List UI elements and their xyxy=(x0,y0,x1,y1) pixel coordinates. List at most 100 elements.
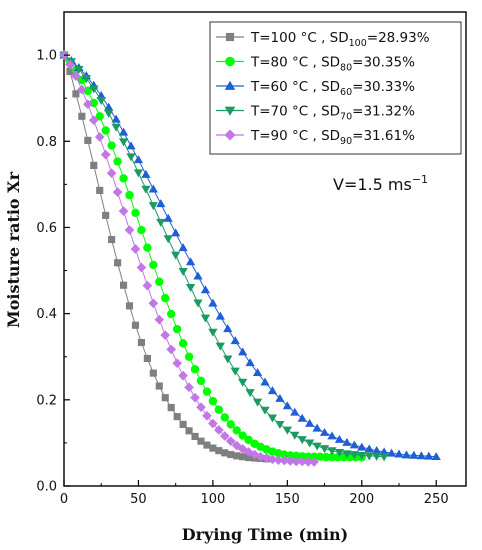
data-point xyxy=(113,157,122,166)
x-tick-label: 200 xyxy=(349,492,374,507)
data-point xyxy=(230,336,240,345)
data-point xyxy=(94,132,105,142)
data-point xyxy=(202,410,212,421)
data-point xyxy=(215,342,225,351)
data-point xyxy=(219,431,230,441)
data-point xyxy=(166,344,177,355)
series-triangle-down xyxy=(59,51,389,462)
data-point xyxy=(214,425,224,435)
data-point xyxy=(119,281,128,289)
data-point xyxy=(185,283,196,292)
data-point xyxy=(312,423,322,432)
data-point xyxy=(193,271,203,280)
data-point xyxy=(108,235,116,244)
legend-label: T=80 °C , SD80=30.35% xyxy=(250,55,415,74)
data-point xyxy=(136,262,147,273)
data-point xyxy=(74,65,84,74)
legend-label-main: T=70 °C , SD xyxy=(250,104,340,120)
data-point xyxy=(96,96,106,105)
x-tick-label: 150 xyxy=(275,492,300,507)
data-point xyxy=(172,358,182,369)
data-point xyxy=(273,455,284,465)
data-point xyxy=(208,396,218,406)
data-point xyxy=(226,420,235,429)
data-point xyxy=(303,457,314,467)
data-point xyxy=(334,449,345,458)
data-point xyxy=(118,127,129,136)
data-point xyxy=(171,228,181,237)
data-point xyxy=(104,109,114,118)
data-point xyxy=(171,251,181,260)
data-point xyxy=(298,452,307,461)
data-point xyxy=(102,211,110,219)
data-point xyxy=(95,112,104,121)
data-point xyxy=(379,453,389,462)
data-point xyxy=(179,420,187,428)
legend-label-sub: 90 xyxy=(340,136,352,147)
legend-label-sub: 60 xyxy=(340,87,352,98)
data-point xyxy=(275,421,285,429)
x-tick-label: 0 xyxy=(60,492,68,507)
x-ticks: 0 50 100 150 200 250 xyxy=(60,480,449,507)
data-point xyxy=(137,225,146,235)
data-point xyxy=(118,138,129,147)
data-point xyxy=(124,225,135,235)
data-point xyxy=(372,452,382,461)
legend-entry: T=80 °C , SD80=30.35% xyxy=(216,55,415,74)
data-point xyxy=(88,115,99,125)
data-point xyxy=(141,169,151,178)
data-point xyxy=(149,369,157,377)
data-point xyxy=(137,338,145,347)
legend-marker xyxy=(224,106,236,116)
data-point xyxy=(286,451,295,460)
data-point xyxy=(431,452,441,461)
data-point xyxy=(125,190,134,200)
data-point xyxy=(244,435,253,445)
data-point xyxy=(232,426,241,435)
data-point xyxy=(77,84,87,95)
x-tick-label: 250 xyxy=(424,492,449,507)
data-point xyxy=(292,451,301,461)
data-point xyxy=(233,452,241,460)
data-point xyxy=(319,427,330,436)
speed-annotation-text: V=1.5 ms xyxy=(333,175,412,194)
data-point xyxy=(394,449,404,458)
data-point xyxy=(364,444,374,453)
data-point xyxy=(71,71,81,82)
data-point xyxy=(297,456,308,467)
data-point xyxy=(196,402,206,412)
data-point xyxy=(126,141,136,150)
data-point xyxy=(163,235,173,244)
data-point xyxy=(223,355,233,364)
data-point xyxy=(209,444,217,452)
legend-label: T=60 °C , SD60=30.33% xyxy=(250,79,415,98)
data-point xyxy=(267,386,278,395)
data-point xyxy=(185,427,193,435)
data-point xyxy=(208,298,218,307)
y-tick-label: 0.6 xyxy=(36,221,57,236)
legend-label: T=90 °C , SD90=31.61% xyxy=(250,128,415,147)
data-point xyxy=(327,452,337,462)
data-point xyxy=(72,90,80,98)
data-point xyxy=(319,445,330,454)
data-point xyxy=(202,387,212,396)
data-point xyxy=(305,418,315,427)
data-point xyxy=(160,330,171,341)
data-point xyxy=(285,456,296,466)
legend-label-main: T=90 °C , SD xyxy=(250,128,340,144)
data-point xyxy=(227,450,235,459)
data-point xyxy=(172,324,182,334)
data-point xyxy=(342,450,352,459)
data-point xyxy=(297,413,307,422)
data-point xyxy=(143,354,151,363)
legend: T=100 °C , SD100=28.93% T=80 °C , SD80=30… xyxy=(209,21,462,155)
legend-label-value: =30.35% xyxy=(352,55,415,71)
data-point xyxy=(215,447,223,455)
series-diamond xyxy=(59,50,319,467)
data-point xyxy=(282,401,292,410)
y-ticks: 0.0 0.2 0.4 0.6 0.8 1.0 xyxy=(36,11,70,495)
data-point xyxy=(357,452,367,461)
data-point xyxy=(66,67,74,76)
data-point xyxy=(131,321,140,329)
data-point xyxy=(321,452,331,462)
